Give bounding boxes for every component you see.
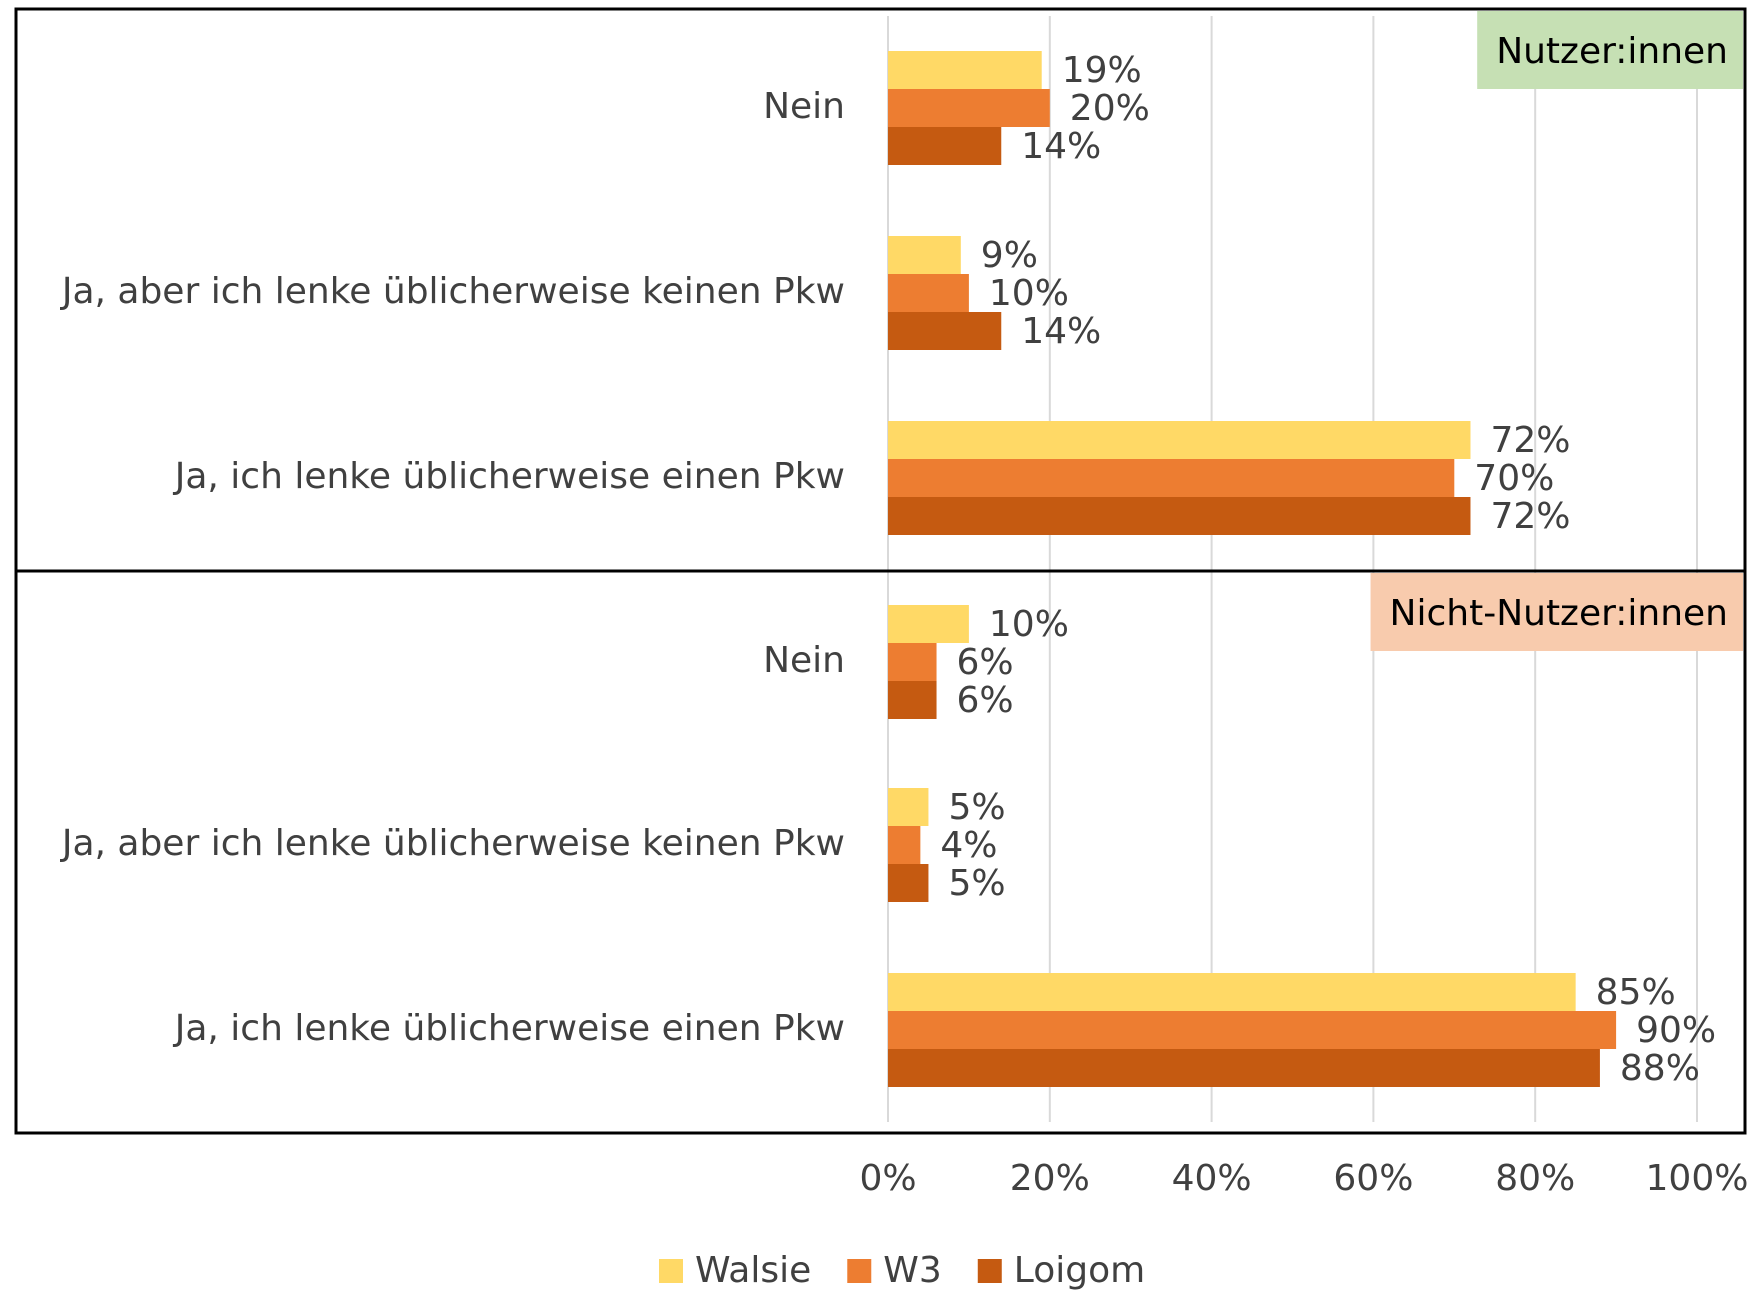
value-label: 10% bbox=[989, 604, 1069, 645]
bar bbox=[888, 497, 1471, 535]
value-label: 72% bbox=[1490, 420, 1570, 461]
bar bbox=[888, 459, 1455, 497]
value-label: 10% bbox=[989, 273, 1069, 314]
bar bbox=[888, 681, 937, 719]
value-label: 90% bbox=[1636, 1010, 1716, 1051]
legend-label: Walsie bbox=[695, 1250, 811, 1291]
value-label: 14% bbox=[1021, 126, 1101, 167]
legend-label: W3 bbox=[883, 1250, 942, 1291]
panel-frame bbox=[14, 569, 1747, 1135]
value-label: 5% bbox=[948, 787, 1005, 828]
bar bbox=[888, 788, 929, 826]
category-label: Nein bbox=[763, 640, 845, 681]
panel-title-box bbox=[1477, 11, 1743, 89]
category-label: Ja, ich lenke üblicherweise einen Pkw bbox=[173, 1008, 845, 1049]
x-tick-label: 100% bbox=[1646, 1158, 1749, 1199]
bar bbox=[888, 274, 969, 312]
value-label: 4% bbox=[940, 825, 997, 866]
bar bbox=[888, 973, 1576, 1011]
x-tick-label: 0% bbox=[859, 1158, 916, 1199]
value-label: 70% bbox=[1474, 458, 1554, 499]
bar bbox=[888, 236, 961, 274]
bar bbox=[888, 864, 929, 902]
panel-title: Nutzer:innen bbox=[1496, 31, 1728, 72]
value-label: 20% bbox=[1070, 88, 1150, 129]
value-label: 19% bbox=[1062, 50, 1142, 91]
panel-title-box bbox=[1370, 573, 1743, 651]
bar bbox=[888, 605, 969, 643]
value-label: 85% bbox=[1596, 972, 1676, 1013]
legend-swatch bbox=[977, 1259, 1002, 1283]
value-label: 9% bbox=[981, 235, 1038, 276]
bar bbox=[888, 127, 1002, 165]
category-label: Ja, ich lenke üblicherweise einen Pkw bbox=[173, 456, 845, 497]
legend-swatch bbox=[659, 1259, 683, 1283]
value-label: 5% bbox=[948, 863, 1005, 904]
category-label: Ja, aber ich lenke üblicherweise keinen … bbox=[60, 271, 845, 312]
value-label: 6% bbox=[957, 680, 1014, 721]
x-tick-label: 20% bbox=[1010, 1158, 1090, 1199]
bar bbox=[888, 1049, 1600, 1087]
bar bbox=[888, 421, 1471, 459]
x-tick-label: 60% bbox=[1333, 1158, 1413, 1199]
category-label: Ja, aber ich lenke üblicherweise keinen … bbox=[60, 823, 845, 864]
value-label: 6% bbox=[957, 642, 1014, 683]
category-label: Nein bbox=[763, 86, 845, 127]
bar bbox=[888, 643, 937, 681]
bar bbox=[888, 51, 1042, 89]
value-label: 88% bbox=[1620, 1048, 1700, 1089]
x-tick-label: 80% bbox=[1495, 1158, 1575, 1199]
value-label: 72% bbox=[1490, 496, 1570, 537]
bar bbox=[888, 89, 1050, 127]
bar bbox=[888, 1011, 1617, 1049]
panel-title: Nicht-Nutzer:innen bbox=[1390, 593, 1728, 634]
value-label: 14% bbox=[1021, 311, 1101, 352]
legend-label: Loigom bbox=[1014, 1250, 1145, 1291]
x-tick-label: 40% bbox=[1172, 1158, 1252, 1199]
bar bbox=[888, 312, 1002, 350]
legend-swatch bbox=[847, 1259, 872, 1283]
bar bbox=[888, 826, 921, 864]
